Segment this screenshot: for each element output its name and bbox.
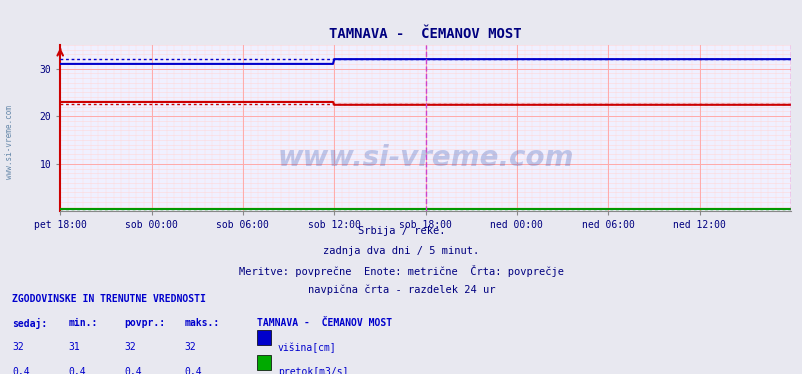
Text: Srbija / reke.: Srbija / reke.: [358, 226, 444, 236]
Text: www.si-vreme.com: www.si-vreme.com: [5, 105, 14, 179]
Text: povpr.:: povpr.:: [124, 318, 165, 328]
Text: pretok[m3/s]: pretok[m3/s]: [277, 367, 348, 374]
Text: 0,4: 0,4: [12, 367, 30, 374]
Text: TAMNAVA -  ČEMANOV MOST: TAMNAVA - ČEMANOV MOST: [257, 318, 391, 328]
Text: višina[cm]: višina[cm]: [277, 342, 336, 353]
Text: Meritve: povprečne  Enote: metrične  Črta: povprečje: Meritve: povprečne Enote: metrične Črta:…: [239, 265, 563, 277]
Text: maks.:: maks.:: [184, 318, 220, 328]
Text: 32: 32: [12, 342, 24, 352]
Text: 32: 32: [124, 342, 136, 352]
Text: ZGODOVINSKE IN TRENUTNE VREDNOSTI: ZGODOVINSKE IN TRENUTNE VREDNOSTI: [12, 294, 205, 304]
Text: zadnja dva dni / 5 minut.: zadnja dva dni / 5 minut.: [323, 246, 479, 256]
Text: navpična črta - razdelek 24 ur: navpična črta - razdelek 24 ur: [307, 285, 495, 295]
Text: 0,4: 0,4: [124, 367, 142, 374]
Title: TAMNAVA -  ČEMANOV MOST: TAMNAVA - ČEMANOV MOST: [329, 27, 521, 41]
Text: min.:: min.:: [68, 318, 98, 328]
Text: sedaj:: sedaj:: [12, 318, 47, 329]
Text: 0,4: 0,4: [68, 367, 86, 374]
Text: 0,4: 0,4: [184, 367, 202, 374]
Text: 32: 32: [184, 342, 196, 352]
Text: 31: 31: [68, 342, 80, 352]
Text: www.si-vreme.com: www.si-vreme.com: [277, 144, 573, 172]
